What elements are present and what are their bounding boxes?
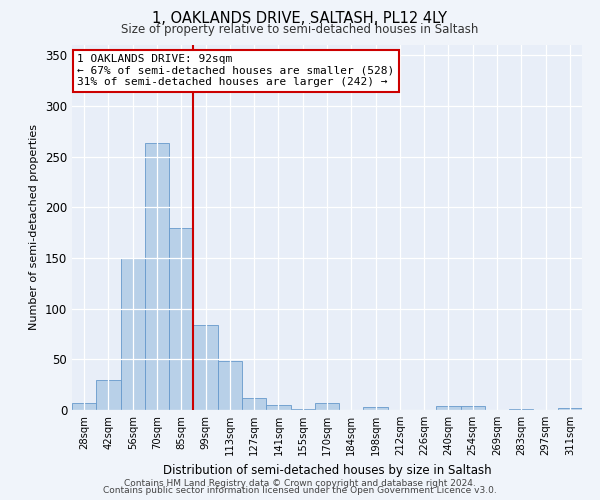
Bar [242,398,266,410]
Y-axis label: Number of semi-detached properties: Number of semi-detached properties [29,124,40,330]
Bar [193,325,218,410]
Bar [266,405,290,410]
Bar [290,409,315,410]
Text: 1 OAKLANDS DRIVE: 92sqm
← 67% of semi-detached houses are smaller (528)
31% of s: 1 OAKLANDS DRIVE: 92sqm ← 67% of semi-de… [77,54,394,88]
Bar [364,407,388,410]
Text: 1, OAKLANDS DRIVE, SALTASH, PL12 4LY: 1, OAKLANDS DRIVE, SALTASH, PL12 4LY [152,11,448,26]
Text: Contains public sector information licensed under the Open Government Licence v3: Contains public sector information licen… [103,486,497,495]
Bar [96,380,121,410]
Bar [558,408,582,410]
Bar [315,403,339,410]
Text: Contains HM Land Registry data © Crown copyright and database right 2024.: Contains HM Land Registry data © Crown c… [124,478,476,488]
Bar [169,228,193,410]
Bar [218,362,242,410]
Bar [121,258,145,410]
Text: Size of property relative to semi-detached houses in Saltash: Size of property relative to semi-detach… [121,22,479,36]
Bar [509,409,533,410]
Bar [72,403,96,410]
Bar [145,144,169,410]
Bar [461,406,485,410]
X-axis label: Distribution of semi-detached houses by size in Saltash: Distribution of semi-detached houses by … [163,464,491,476]
Bar [436,406,461,410]
